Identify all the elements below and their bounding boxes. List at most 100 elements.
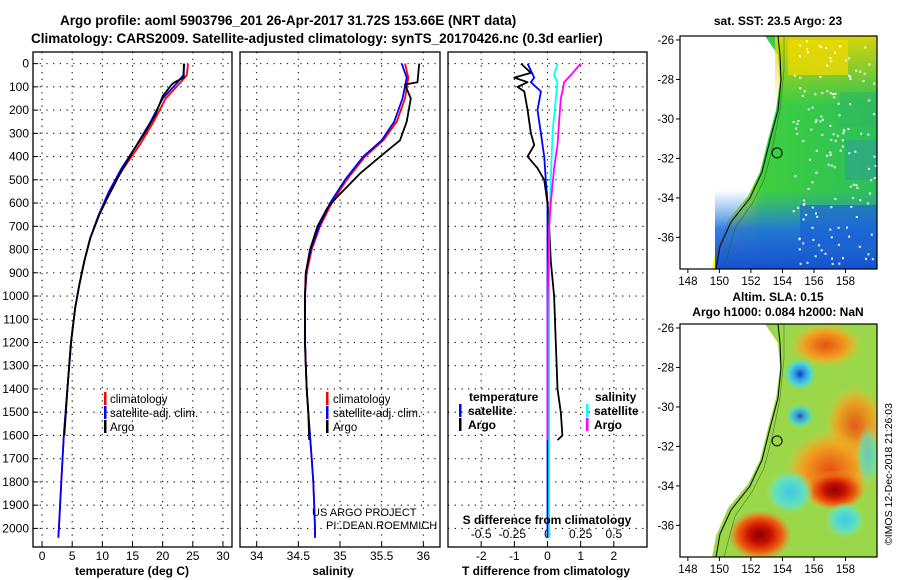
missing-pixel: [810, 128, 813, 131]
series-satellite-adj-clim-: [304, 63, 408, 538]
salinity-panel: 34 34.5 35 35.5 36 salinity climatology sate…: [239, 51, 441, 578]
missing-pixel: [792, 210, 795, 213]
missing-pixel: [873, 177, 876, 180]
difference-panel: -2 -1 0 1 2 -0.5 -0.25 0 0.25 0.5 T difference f…: [447, 51, 648, 578]
missing-pixel: [855, 216, 858, 218]
lat-tick-label: -34: [657, 481, 674, 493]
sst-map-frame: [679, 35, 878, 270]
depth-tick-label: 800: [9, 243, 29, 257]
missing-pixel: [855, 69, 858, 72]
missing-pixel: [849, 103, 852, 106]
series-argo: [304, 63, 421, 441]
missing-pixel: [839, 149, 842, 152]
missing-pixel: [825, 47, 828, 50]
missing-pixel: [811, 206, 814, 209]
lat-tick-label: -32: [657, 153, 674, 165]
missing-pixel: [803, 90, 806, 93]
depth-tick-label: 700: [9, 219, 29, 233]
lat-tick-label: -36: [657, 520, 674, 532]
lat-tick-label: -34: [657, 193, 674, 205]
missing-pixel: [792, 121, 795, 123]
legend-argo-swatch: [104, 420, 107, 433]
missing-pixel: [859, 199, 862, 202]
legend-t-satellite-swatch: [459, 404, 462, 417]
legend-climatology-label: climatology: [333, 394, 391, 406]
legend-climatology-label: climatology: [110, 394, 168, 406]
legend-climatology-swatch: [104, 392, 107, 405]
missing-pixel: [821, 118, 824, 121]
missing-pixel: [820, 249, 823, 252]
missing-pixel: [821, 133, 824, 136]
legend-satellite-swatch: [104, 406, 107, 419]
salinity-xlabel: salinity: [312, 564, 354, 578]
temperature-legend: climatology satellite-adj. clim. Argo: [104, 392, 198, 434]
missing-pixel: [850, 205, 853, 208]
depth-tick-label: 1400: [2, 382, 29, 396]
missing-pixel: [868, 63, 871, 66]
missing-pixel: [865, 257, 867, 260]
missing-pixel: [847, 128, 850, 131]
missing-pixel: [801, 94, 804, 97]
legend-satellite-swatch: [326, 406, 329, 419]
missing-pixel: [848, 235, 851, 238]
missing-pixel: [832, 133, 835, 136]
missing-pixel: [863, 72, 866, 75]
missing-pixel: [807, 51, 809, 54]
depth-tick-label: 200: [9, 103, 29, 117]
missing-pixel: [824, 252, 827, 255]
s-tick-label: -0.25: [499, 527, 527, 541]
missing-pixel: [830, 164, 833, 167]
salinity-series: [304, 63, 421, 538]
missing-pixel: [854, 150, 857, 153]
missing-pixel: [869, 192, 871, 195]
lon-tick-label: 148: [678, 276, 697, 288]
missing-pixel: [814, 93, 817, 96]
missing-pixel: [852, 183, 855, 186]
lat-tick-label: -28: [657, 362, 674, 374]
lon-tick-label: 158: [836, 564, 855, 576]
sla-map-image: [680, 324, 877, 557]
depth-tick-label: 1300: [2, 359, 29, 373]
difference-x-axis: -2 -1 0 1 2: [476, 542, 617, 563]
temperature-grid: [33, 52, 232, 547]
x-tick-label: 15: [126, 549, 140, 563]
missing-pixel: [806, 40, 808, 43]
x-tick-label: 34: [250, 549, 264, 563]
depth-tick-label: 400: [9, 150, 29, 164]
missing-pixel: [852, 197, 855, 199]
missing-pixel: [798, 238, 801, 241]
difference-legend: temperature satellite Argo salinity sate…: [459, 390, 639, 432]
missing-pixel: [855, 184, 858, 187]
s-tick-label: 0.25: [569, 527, 593, 541]
missing-pixel: [803, 199, 806, 202]
depth-tick-label: 300: [9, 126, 29, 140]
lat-tick-label: -26: [657, 323, 674, 335]
missing-pixel: [799, 55, 801, 58]
legend-s-argo-label: Argo: [594, 418, 622, 432]
x-tick-label: 36: [417, 549, 431, 563]
sla-map-subtitle: Argo h1000: 0.084 h2000: NaN: [692, 305, 863, 319]
legend-t-argo-label: Argo: [468, 418, 496, 432]
s-tick-label: -0.5: [471, 527, 492, 541]
missing-pixel: [867, 133, 870, 136]
missing-pixel: [815, 119, 818, 122]
missing-pixel: [842, 257, 844, 260]
title-line-2: Climatology: CARS2009. Satellite-adjuste…: [31, 31, 603, 46]
x-tick-label: 10: [96, 549, 110, 563]
depth-tick-label: 1800: [2, 475, 29, 489]
missing-pixel: [858, 245, 861, 248]
sst-missing-data-pixels: [792, 40, 877, 265]
missing-pixel: [806, 261, 809, 264]
depth-tick-label: 0: [22, 57, 29, 71]
missing-pixel: [826, 64, 829, 67]
missing-pixel: [842, 132, 845, 135]
x-tick-label: 35.5: [370, 549, 394, 563]
missing-pixel: [797, 206, 800, 209]
missing-pixel: [821, 92, 824, 95]
lat-tick-label: -30: [657, 114, 674, 126]
missing-pixel: [849, 77, 852, 80]
missing-pixel: [870, 179, 873, 182]
missing-pixel: [831, 262, 834, 265]
lat-tick-label: -30: [657, 402, 674, 414]
missing-pixel: [826, 90, 829, 93]
